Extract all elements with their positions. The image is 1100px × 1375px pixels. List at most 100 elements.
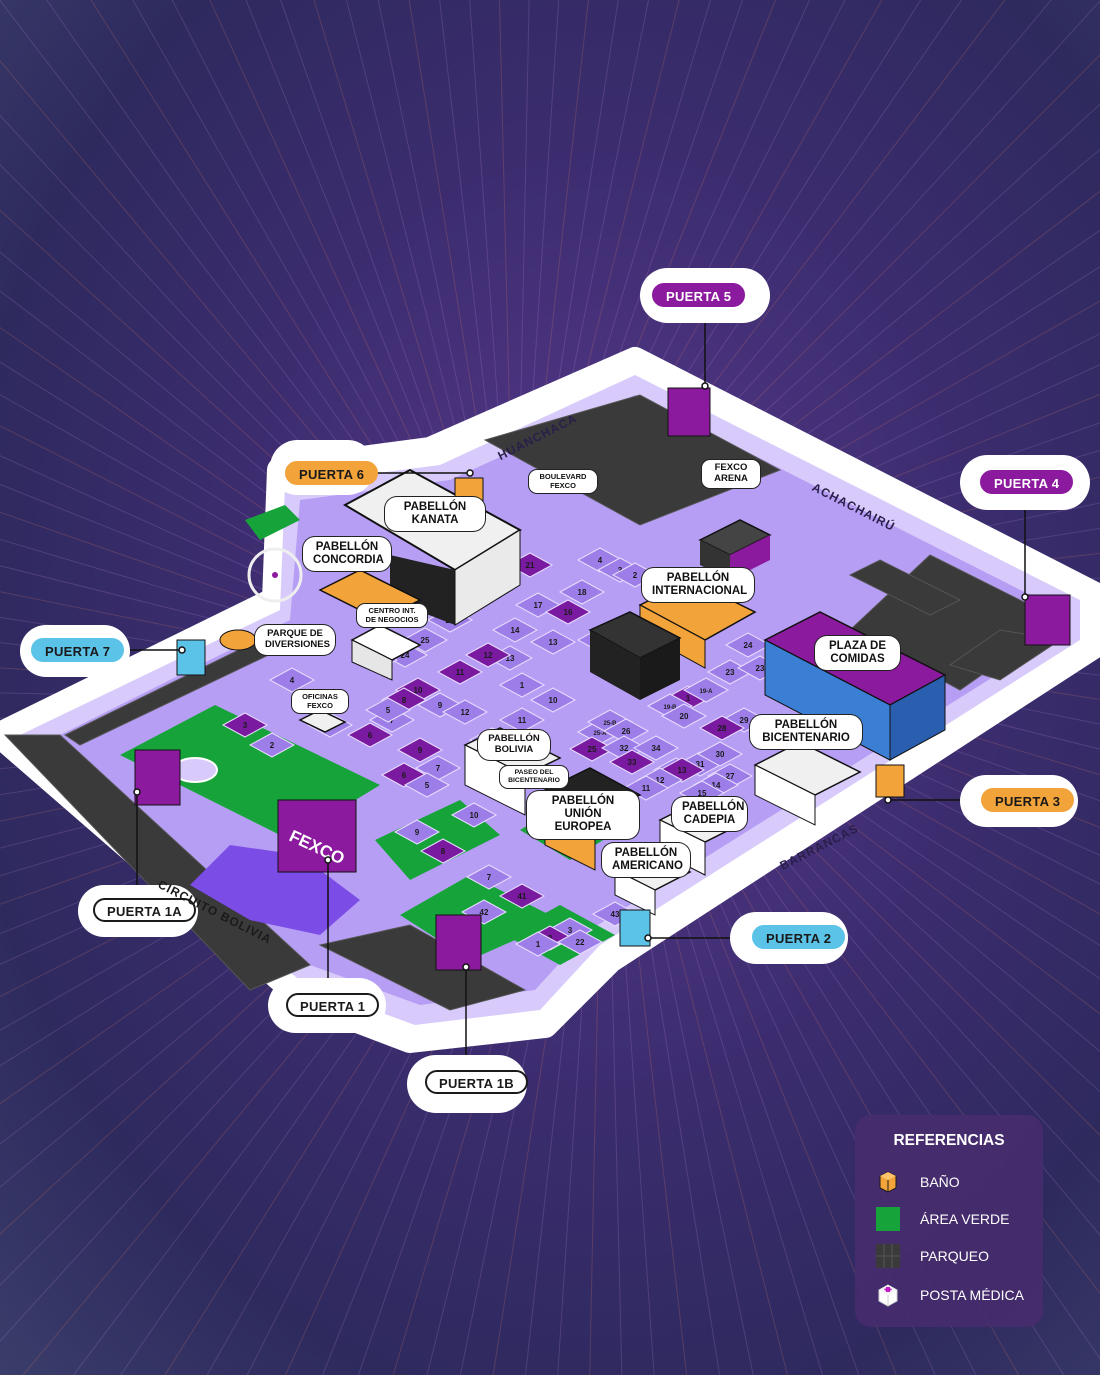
- background-ray: [677, 681, 1100, 947]
- block-number: 13: [549, 638, 558, 647]
- exhibition-block[interactable]: 11: [436, 659, 484, 685]
- label-bolivia[interactable]: PABELLÓN BOLIVIA: [478, 730, 550, 760]
- background-ray: [532, 0, 619, 544]
- background-ray: [591, 0, 1006, 545]
- green-area-icon: [876, 1207, 900, 1231]
- label-plaza-comidas[interactable]: PLAZA DE COMIDAS: [815, 636, 900, 671]
- exhibition-block[interactable]: 10: [450, 802, 498, 828]
- block-number: 14: [712, 781, 721, 790]
- exhibition-block[interactable]: 6: [346, 722, 394, 748]
- puerta-2-label[interactable]: PUERTA 2: [752, 925, 846, 949]
- label-paseo[interactable]: PASEO DEL BICENTENARIO: [500, 766, 568, 788]
- block-number: 18: [578, 588, 587, 597]
- legend-label-green-area: ÁREA VERDE: [920, 1211, 1010, 1227]
- exhibition-block[interactable]: 1: [514, 931, 562, 957]
- label-kanata[interactable]: PABELLÓN KANATA: [385, 497, 485, 532]
- block-number: 13: [678, 766, 687, 775]
- exhibition-block[interactable]: 41: [498, 883, 546, 909]
- label-americano[interactable]: PABELLÓN AMERICANO: [602, 843, 690, 878]
- gate-7-tower: [176, 639, 206, 676]
- background-ray: [638, 750, 860, 1375]
- background-ray: [667, 711, 1100, 1184]
- block-number: 5: [425, 781, 430, 790]
- block-number: 11: [518, 716, 527, 725]
- puerta-5-label[interactable]: PUERTA 5: [652, 283, 746, 307]
- puerta-1-label[interactable]: PUERTA 1: [286, 993, 380, 1017]
- label-bicentenario[interactable]: PABELLÓN BICENTENARIO: [750, 715, 862, 750]
- legend-label-medical-post: POSTA MÉDICA: [920, 1287, 1024, 1303]
- exhibition-block[interactable]: 11: [498, 707, 546, 733]
- exhibition-block[interactable]: 2: [248, 732, 296, 758]
- block-number: 6: [368, 731, 373, 740]
- exhibition-block[interactable]: 8: [419, 838, 467, 864]
- background-ray: [634, 753, 824, 1375]
- exhibition-block[interactable]: 33: [608, 749, 656, 775]
- background-ray: [0, 60, 455, 604]
- block-number: 17: [534, 601, 543, 610]
- background-ray: [90, 0, 464, 590]
- block-number: 10: [470, 811, 479, 820]
- label-cadepia[interactable]: PABELLÓN CADEPIA: [672, 797, 747, 832]
- exhibition-block[interactable]: 12: [441, 699, 489, 725]
- exhibition-block[interactable]: 9: [393, 819, 441, 845]
- exhibition-block[interactable]: 20: [660, 703, 708, 729]
- exhibition-block[interactable]: 16: [544, 599, 592, 625]
- label-boulevard[interactable]: BOULEVARD FEXCO: [529, 470, 597, 494]
- exhibition-block[interactable]: 3: [221, 712, 269, 738]
- exhibition-block[interactable]: 14: [491, 617, 539, 643]
- exhibition-block[interactable]: 34: [632, 735, 680, 761]
- background-ray: [673, 696, 1100, 1052]
- exhibition-block[interactable]: 10: [529, 687, 577, 713]
- block-number: 19-B: [663, 705, 677, 711]
- exhibition-block[interactable]: 19-A: [682, 677, 730, 703]
- label-diversiones[interactable]: PARQUE DE DIVERSIONES: [255, 625, 335, 655]
- label-internacional[interactable]: PABELLÓN INTERNACIONAL: [642, 568, 754, 603]
- background-ray: [0, 511, 441, 666]
- gate-5-tower: [667, 387, 711, 437]
- block-number: 25-B: [603, 721, 617, 727]
- puerta-4-label[interactable]: PUERTA 4: [980, 470, 1074, 494]
- puerta-7-label[interactable]: PUERTA 7: [31, 638, 125, 662]
- exhibition-block[interactable]: 13: [529, 629, 577, 655]
- fountain-area: [190, 845, 360, 935]
- background-ray: [0, 290, 445, 629]
- block-number: 25-A: [593, 731, 607, 737]
- exhibition-block[interactable]: 18: [558, 579, 606, 605]
- exhibition-block[interactable]: 30: [696, 741, 744, 767]
- block-number: 23: [756, 664, 765, 673]
- background-ray: [522, 0, 560, 546]
- exhibition-block[interactable]: 1: [498, 672, 546, 698]
- block-number: 7: [487, 873, 492, 882]
- block-number: 16: [564, 608, 573, 617]
- label-union-europea[interactable]: PABELLÓN UNIÓN EUROPEA: [527, 791, 639, 839]
- exhibition-block[interactable]: 5: [364, 697, 412, 723]
- legend-label-bathroom: BAÑO: [920, 1174, 960, 1190]
- background-ray: [346, 0, 490, 564]
- exhibition-block[interactable]: 12: [464, 642, 512, 668]
- puerta-1a-label[interactable]: PUERTA 1A: [93, 898, 196, 922]
- exhibition-block[interactable]: 7: [465, 864, 513, 890]
- background-ray: [621, 762, 721, 1375]
- exhibition-block[interactable]: 28: [698, 715, 746, 741]
- label-centro-negocios[interactable]: CENTRO INT. DE NEGOCIOS: [357, 604, 427, 628]
- background-ray: [0, 114, 453, 609]
- exhibition-block[interactable]: 22: [556, 929, 604, 955]
- label-oficinas[interactable]: OFICINAS FEXCO: [292, 690, 348, 714]
- block-number: 2: [633, 571, 638, 580]
- block-number: 24: [744, 641, 753, 650]
- puerta-3-label[interactable]: PUERTA 3: [981, 788, 1075, 812]
- block-number: 3: [243, 721, 248, 730]
- puerta-6-label[interactable]: PUERTA 6: [285, 461, 379, 485]
- block-number: 12: [656, 776, 665, 785]
- background-ray: [581, 0, 922, 543]
- carousel-icon: [219, 629, 257, 651]
- label-arena[interactable]: FEXCO ARENA: [702, 460, 760, 488]
- exhibition-block[interactable]: 9: [396, 737, 444, 763]
- exhibition-block[interactable]: 5: [403, 772, 451, 798]
- block-number: 1: [686, 694, 691, 703]
- puerta-1b-label[interactable]: PUERTA 1B: [425, 1070, 528, 1094]
- exhibition-block[interactable]: 4: [268, 667, 316, 693]
- background-ray: [527, 0, 589, 545]
- ferris-wheel-icon: [247, 547, 303, 603]
- label-concordia[interactable]: PABELLÓN CONCORDIA: [303, 537, 391, 572]
